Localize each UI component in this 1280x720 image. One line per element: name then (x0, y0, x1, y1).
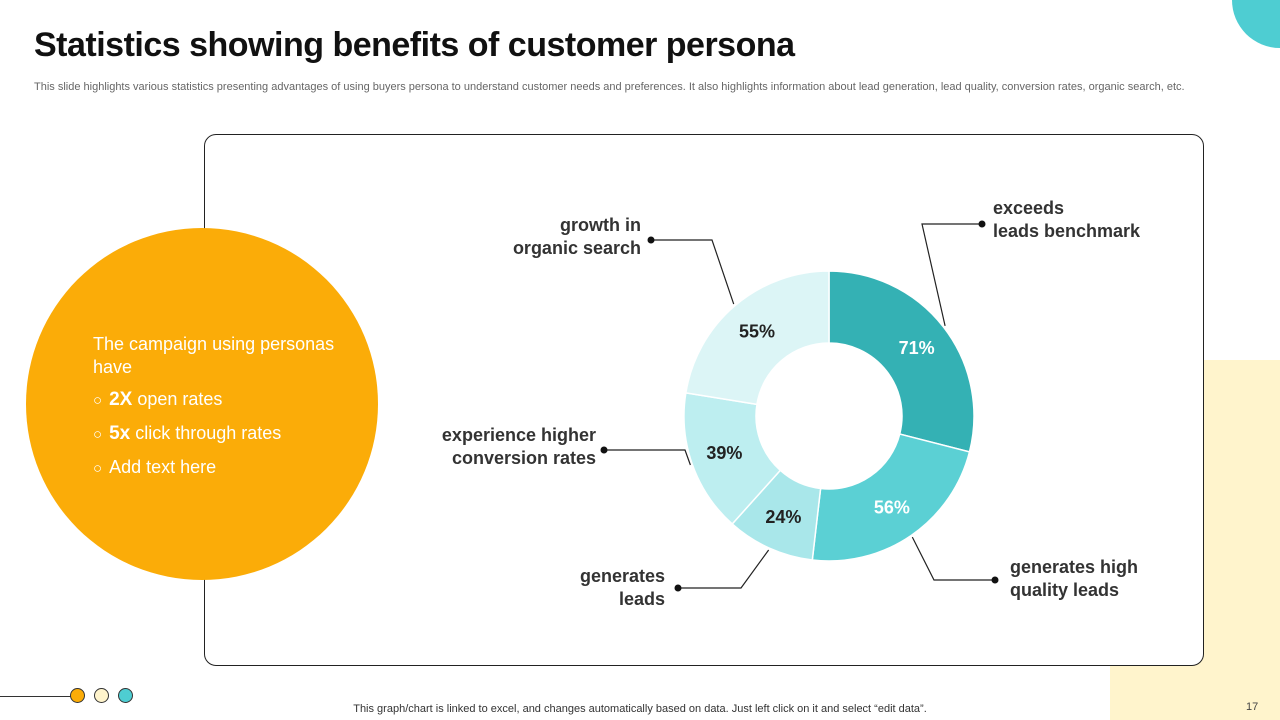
category-label-line: generates high (1010, 557, 1138, 577)
data-label: 39% (706, 443, 742, 463)
bullet-value: 2X (109, 389, 133, 410)
highlight-bullet: ○ 5x click through rates (93, 422, 353, 446)
donut-slice[interactable] (684, 270, 830, 406)
page-number: 17 (1246, 701, 1259, 713)
category-label-line: generates (580, 566, 665, 586)
category-label: generates high quality leads (1010, 557, 1138, 600)
bullet-value: 5x (109, 423, 131, 444)
category-label-line: exceeds (993, 198, 1064, 218)
decorative-dot-cream (94, 688, 109, 703)
category-label: exceeds leads benchmark (993, 198, 1141, 241)
leader-dot (647, 236, 655, 244)
donut-slice[interactable] (828, 270, 975, 453)
page-subtitle: This slide highlights various statistics… (34, 81, 1185, 93)
leader-line (911, 536, 995, 581)
bullet-mark: ○ (93, 426, 103, 443)
category-label: growth in organic search (513, 215, 641, 258)
category-label-line: conversion rates (452, 448, 596, 468)
category-label: experience higher conversion rates (442, 425, 596, 468)
category-label: generates leads (580, 566, 665, 609)
highlight-text: The campaign using personas have ○ 2X op… (93, 333, 353, 490)
decorative-line (0, 696, 78, 697)
leader-dot (978, 220, 986, 228)
decorative-dot-teal (118, 688, 133, 703)
leader-line (651, 239, 735, 305)
data-label: 24% (765, 507, 801, 527)
leader-line (604, 449, 691, 466)
leader-dot (991, 576, 999, 584)
leader-line (921, 223, 982, 326)
category-label-line: experience higher (442, 425, 596, 445)
leader-dot (674, 584, 682, 592)
highlight-bullet: ○ 2X open rates (93, 388, 353, 412)
category-label-line: growth in (560, 215, 641, 235)
footer-note: This graph/chart is linked to excel, and… (353, 703, 927, 715)
category-label-line: quality leads (1010, 580, 1119, 600)
data-label: 71% (899, 338, 935, 358)
highlight-bullet: ○ Add text here (93, 456, 353, 480)
donut-slice[interactable] (811, 433, 971, 562)
highlight-intro: The campaign using personas have (93, 334, 335, 377)
decorative-dot-orange (70, 688, 85, 703)
highlight-circle (26, 228, 378, 580)
category-label-line: organic search (513, 238, 641, 258)
bullet-text: click through rates (135, 423, 282, 443)
data-label: 55% (739, 321, 775, 341)
leader-dot (600, 446, 608, 454)
category-label-line: leads benchmark (993, 221, 1141, 241)
bullet-text: open rates (137, 389, 223, 409)
bullet-text: Add text here (109, 457, 217, 477)
bullet-mark: ○ (93, 392, 103, 409)
page-title: Statistics showing benefits of customer … (34, 26, 795, 64)
data-label: 56% (874, 497, 910, 517)
bullet-mark: ○ (93, 460, 103, 477)
leader-line (678, 549, 770, 589)
category-label-line: leads (619, 589, 665, 609)
